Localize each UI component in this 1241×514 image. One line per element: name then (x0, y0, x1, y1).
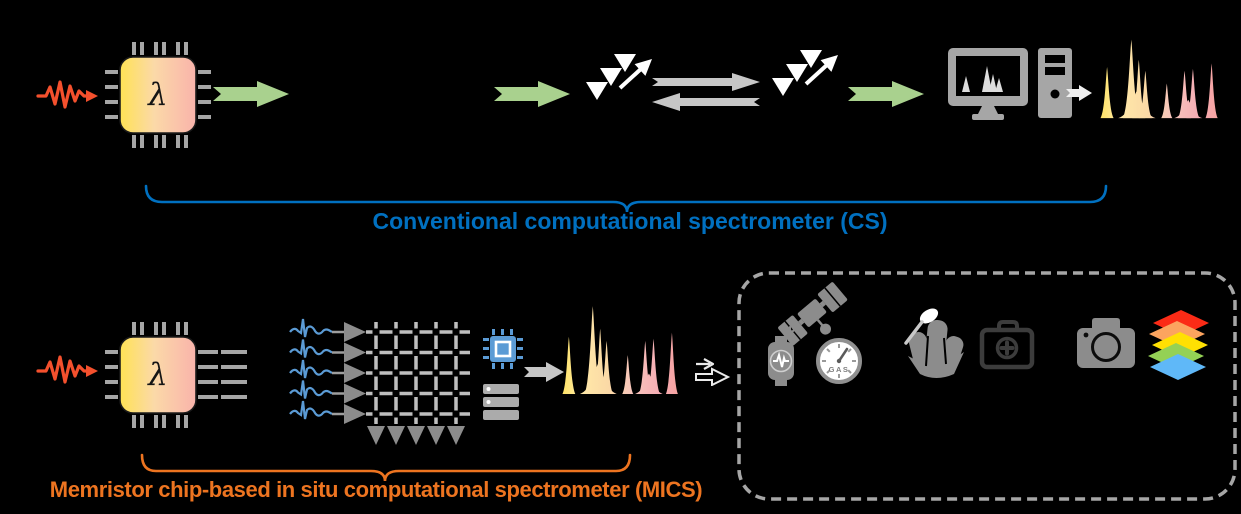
reconstructed-spectrum (556, 302, 694, 396)
crossbar-grid (366, 322, 470, 424)
output-arrow-double (695, 358, 731, 386)
desktop-computer-icon (948, 48, 1072, 120)
photocurrent-signals (289, 318, 333, 420)
output-triangles (367, 426, 465, 445)
smartwatch-icon (768, 336, 794, 386)
reconstructed-spectrum (1094, 36, 1234, 120)
encoder-chip-icon (105, 42, 211, 148)
light-pulse-icon (36, 355, 98, 384)
memory-stack-icon (483, 384, 519, 420)
hyperspectral-layers-icon (1148, 310, 1209, 380)
applications-box (737, 271, 1237, 501)
encoder-chip-icon (105, 322, 247, 428)
gas-meter-icon: GAS (816, 338, 862, 384)
gas-meter-label: GAS (829, 365, 850, 374)
memristor-crossbar-array (289, 318, 470, 445)
row-leads (332, 330, 346, 416)
cs-brace (144, 184, 1108, 213)
mics-label: Memristor chip-based in situ computation… (49, 477, 703, 502)
mics-brace (140, 453, 632, 482)
signal-conversion-icon (586, 54, 652, 100)
applications-icons: GAS (768, 282, 1209, 386)
data-transfer-arrows-icon (652, 73, 760, 111)
chip-body (119, 336, 197, 414)
output-arrow-white (1066, 85, 1092, 101)
chip-pins (105, 322, 247, 428)
flow-arrow-green (213, 81, 289, 107)
input-amplifiers (344, 322, 366, 424)
light-pulse-icon (36, 80, 98, 109)
first-aid-kit-icon (979, 320, 1035, 370)
chip-pins (105, 42, 211, 148)
chip-body (119, 56, 197, 134)
processor-chip-icon (483, 329, 523, 369)
computer-tower (1038, 48, 1072, 118)
cs-label: Conventional computational spectrometer … (372, 208, 888, 234)
signal-conversion-icon (772, 50, 838, 96)
screen-spectrum (962, 66, 1003, 92)
flow-arrow-gray (524, 362, 564, 382)
camera-icon (1077, 318, 1135, 368)
flow-arrow-green (848, 81, 924, 107)
food-safety-icon (904, 308, 964, 378)
flow-arrow-green (494, 81, 570, 107)
satellite-icon (778, 282, 848, 346)
